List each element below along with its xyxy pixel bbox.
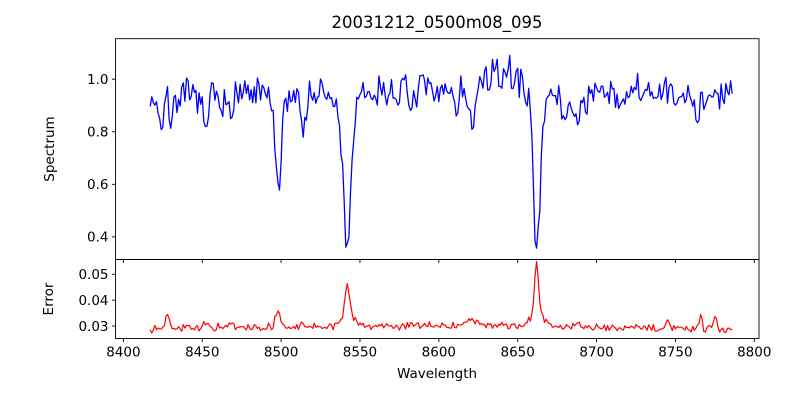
spectrum-y-tick-label: 1.0 — [87, 72, 108, 88]
error-y-tick-label: 0.05 — [78, 267, 108, 283]
x-tick-label: 8600 — [422, 345, 456, 361]
x-tick-label: 8500 — [264, 345, 298, 361]
x-tick-label: 8650 — [501, 345, 535, 361]
error-panel-spines — [115, 259, 760, 339]
spectrum-line — [149, 54, 733, 249]
x-tick-label: 8400 — [106, 345, 140, 361]
error-line — [149, 260, 733, 334]
chart-title: 20031212_0500m08_095 — [331, 13, 543, 32]
spectrum-y-tick-label: 0.4 — [87, 230, 108, 246]
spectrum-y-tick-label: 0.6 — [87, 177, 108, 193]
x-tick-label: 8450 — [185, 345, 219, 361]
error-y-axis-label: Error — [41, 282, 57, 316]
spectrum-y-tick-label: 0.8 — [87, 125, 108, 141]
spectrum-y-axis-label: Spectrum — [42, 116, 58, 182]
x-tick-label: 8550 — [343, 345, 377, 361]
spectrum-panel-spines — [115, 38, 760, 260]
x-tick-label: 8700 — [579, 345, 613, 361]
x-tick-label: 8800 — [737, 345, 771, 361]
error-y-tick-label: 0.03 — [78, 319, 108, 335]
x-tick-label: 8750 — [658, 345, 692, 361]
wavelength-x-axis-label: Wavelength — [396, 366, 478, 382]
error-y-tick-label: 0.04 — [78, 293, 108, 309]
